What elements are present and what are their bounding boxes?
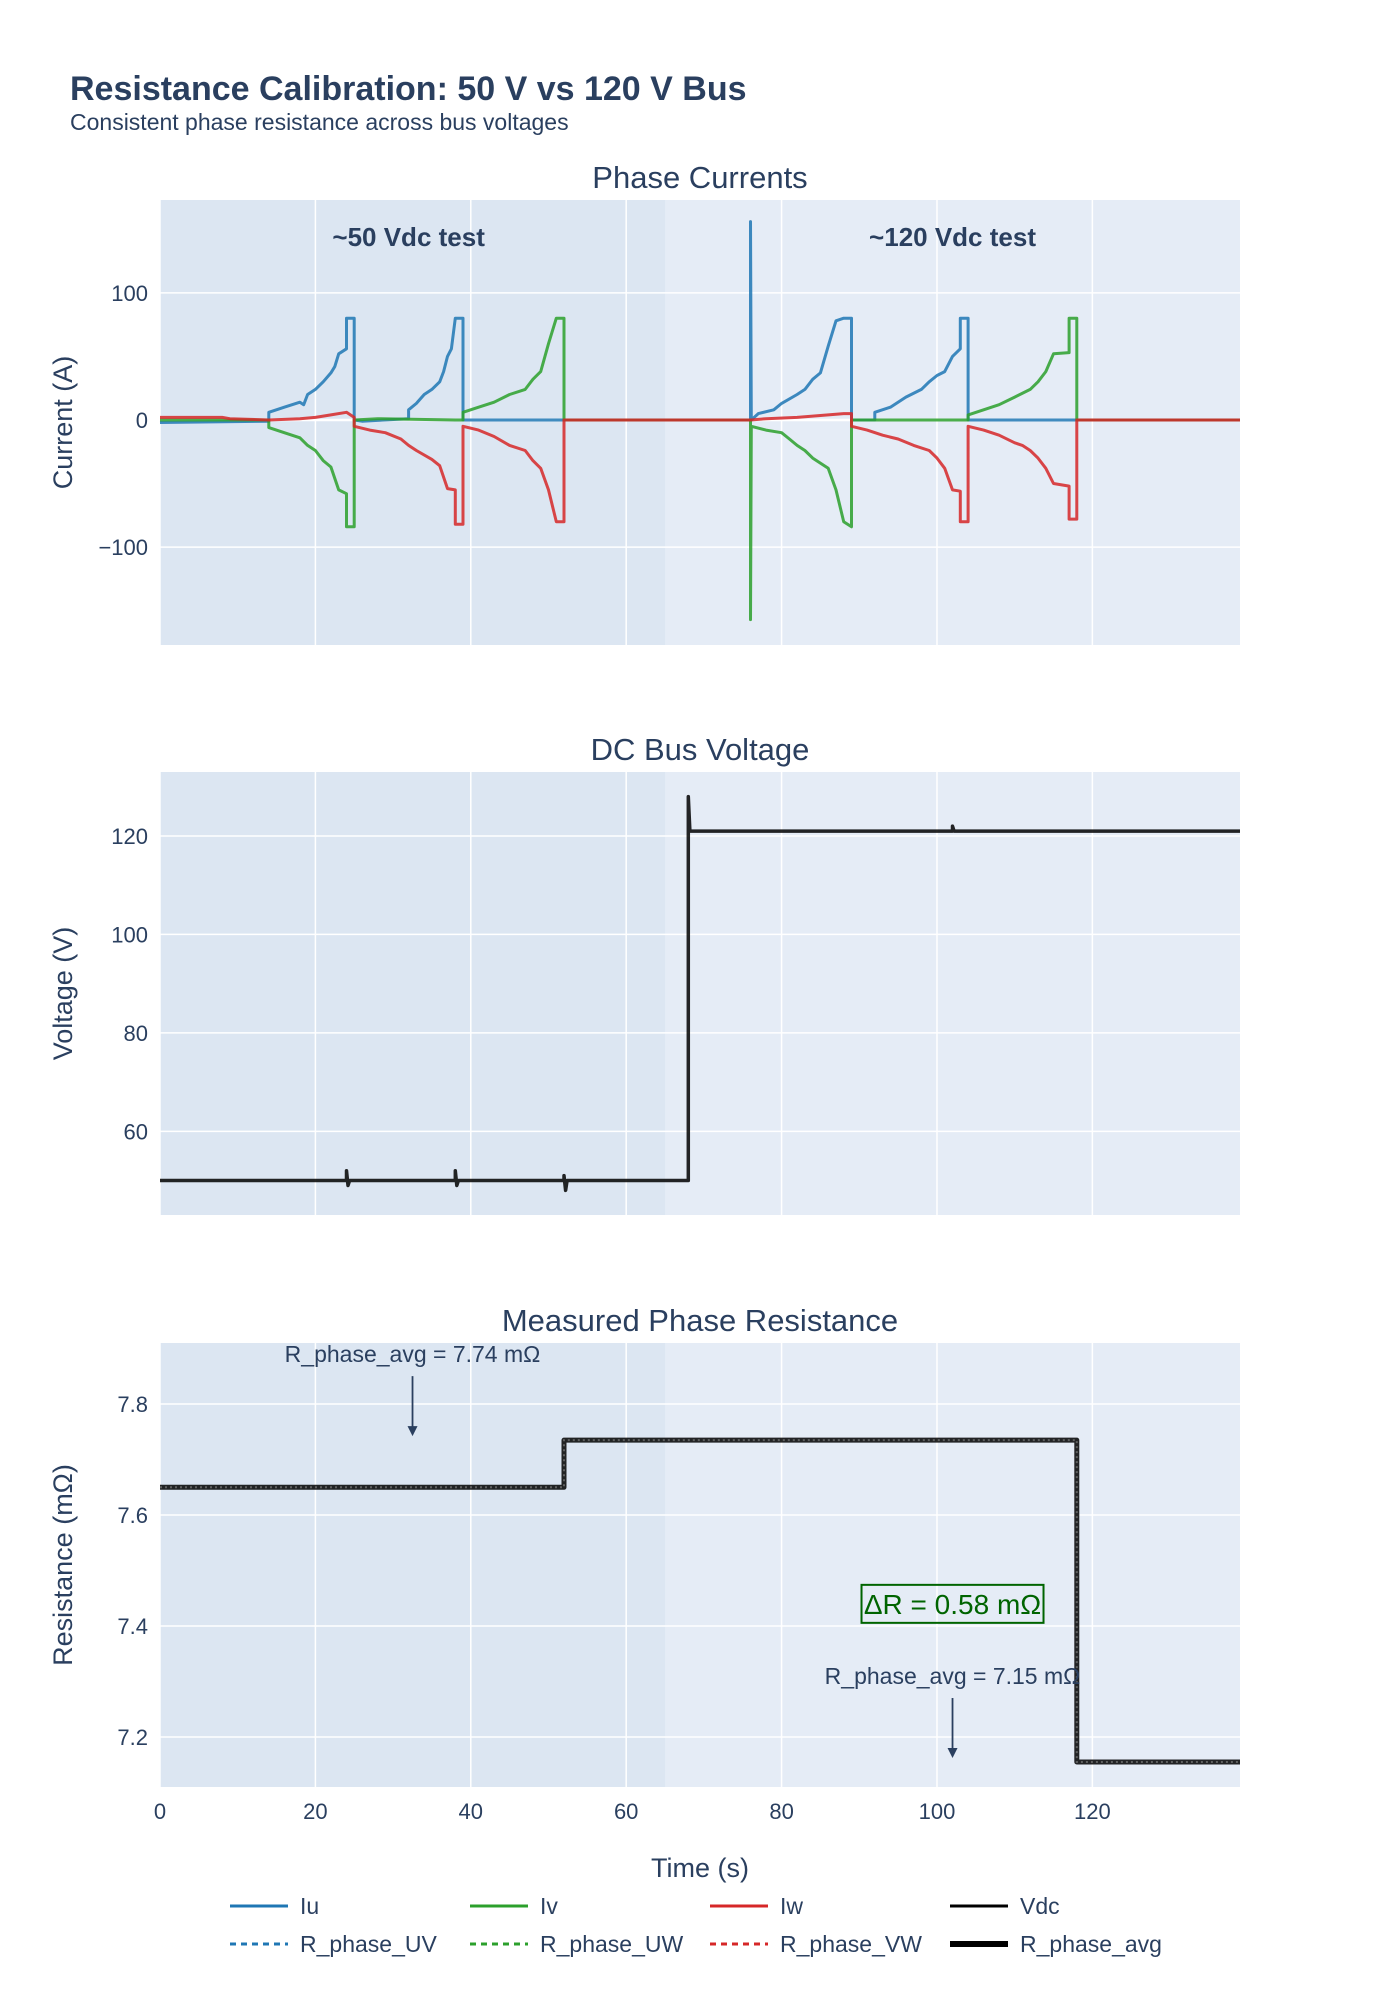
x-tick-label: 80 — [769, 1799, 793, 1824]
y-tick-label: 7.6 — [117, 1503, 148, 1528]
y-tick-label: 100 — [111, 922, 148, 947]
y-tick-label: 100 — [111, 281, 148, 306]
region-label: ~120 Vdc test — [869, 222, 1036, 252]
x-axis-title: Time (s) — [651, 1853, 749, 1883]
region-label: ~50 Vdc test — [332, 222, 485, 252]
legend-label: Iw — [780, 1893, 803, 1919]
legend-label: R_phase_avg — [1020, 1931, 1162, 1957]
r-avg-annotation: R_phase_avg = 7.15 mΩ — [825, 1663, 1081, 1689]
y-tick-label: −100 — [98, 535, 148, 560]
dc-bus-voltage-panel: 60 80 100 120 DC Bus Voltage Voltage (V) — [48, 732, 1240, 1215]
figure-subtitle: Consistent phase resistance across bus v… — [70, 109, 569, 135]
delta-r-box — [860, 1583, 1045, 1624]
legend-label: R_phase_VW — [780, 1931, 922, 1957]
y-axis-title: Current (A) — [48, 356, 78, 490]
y-axis-title: Voltage (V) — [48, 927, 78, 1061]
r-avg-annotation: R_phase_avg = 7.74 mΩ — [285, 1341, 541, 1367]
y-axis-title: Resistance (mΩ) — [48, 1464, 78, 1666]
annotation-arrowhead — [407, 1426, 418, 1437]
phase-currents-panel: −100 0 100 Phase Currents Current (A) ~50 Vdc… — [48, 160, 1240, 645]
y-tick-label: 120 — [111, 824, 148, 849]
y-tick-label: 0 — [136, 408, 148, 433]
low-voltage-region — [160, 772, 666, 1215]
y-tick-label: 7.8 — [117, 1392, 148, 1417]
y-tick-label: 7.4 — [117, 1614, 148, 1639]
panel-title: DC Bus Voltage — [591, 732, 810, 767]
x-tick-label: 100 — [919, 1799, 956, 1824]
legend-label: R_phase_UV — [300, 1931, 437, 1957]
panel-title: Phase Currents — [592, 160, 807, 195]
panel-title: Measured Phase Resistance — [502, 1303, 898, 1338]
x-tick-label: 120 — [1074, 1799, 1111, 1824]
x-tick-label: 20 — [303, 1799, 327, 1824]
legend-label: Iv — [540, 1893, 558, 1919]
legend-label: R_phase_UW — [540, 1931, 683, 1957]
legend-label: Iu — [300, 1893, 319, 1919]
y-tick-label: 80 — [124, 1021, 148, 1046]
y-tick-label: 7.2 — [117, 1725, 148, 1750]
phase-resistance-panel: 7.2 7.4 7.6 7.8 Measured Phase Resistance Res… — [48, 1303, 1240, 1883]
series-iw — [160, 410, 1240, 526]
figure-title: Resistance Calibration: 50 V vs 120 V Bu… — [70, 70, 747, 108]
legend: Iu Iv Iw Vdc R_phase_UV R_phase_UW R_phase_VW R… — [230, 1893, 1162, 1957]
series-r-phase-avg-texture — [160, 1439, 1240, 1763]
annotation-arrowhead — [947, 1748, 958, 1759]
y-tick-label: 60 — [124, 1119, 148, 1144]
series-vdc — [160, 794, 1240, 1193]
delta-r-annotation: ΔR = 0.58 mΩ — [864, 1589, 1041, 1620]
legend-label: Vdc — [1020, 1893, 1060, 1919]
x-tick-label: 60 — [614, 1799, 638, 1824]
x-tick-label: 0 — [154, 1799, 166, 1824]
x-tick-label: 40 — [459, 1799, 483, 1824]
